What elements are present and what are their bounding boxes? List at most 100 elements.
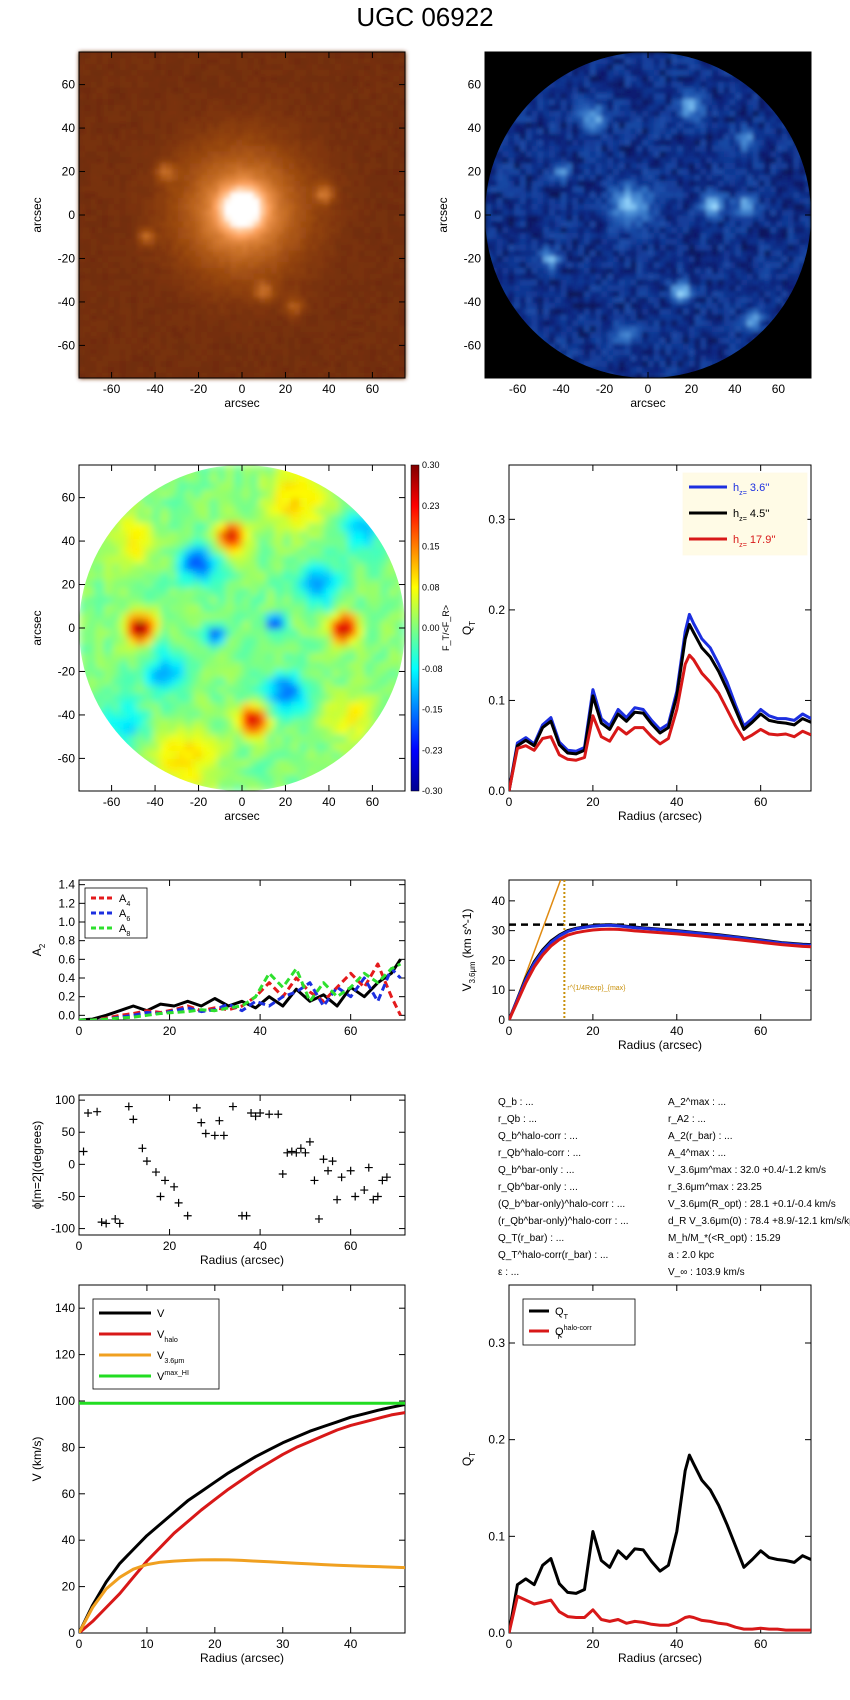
heatmap-cell — [212, 81, 220, 88]
heatmap-cell — [352, 308, 359, 315]
heatmap-cell — [102, 86, 109, 94]
heatmap-cell — [259, 197, 266, 204]
heatmap-cell — [90, 203, 97, 210]
heatmap-cell — [195, 191, 202, 199]
heatmap-cell — [613, 174, 620, 181]
heatmap-cell — [288, 116, 295, 123]
heatmap-cell — [125, 372, 132, 379]
heatmap-cell — [218, 75, 226, 82]
heatmap-cell — [212, 348, 220, 356]
heatmap-cell — [119, 197, 127, 204]
heatmap-cell — [613, 63, 620, 70]
heatmap-cell — [589, 226, 597, 233]
heatmap-cell — [242, 127, 249, 135]
heatmap-cell — [653, 156, 661, 164]
heatmap-cell — [381, 98, 389, 105]
heatmap-cell — [218, 354, 226, 362]
heatmap-cell — [311, 75, 319, 82]
heatmap-cell — [96, 174, 103, 181]
heatmap-cell — [137, 284, 144, 292]
heatmap-cell — [352, 220, 359, 228]
heatmap-cell — [531, 133, 538, 140]
heatmap-cell — [306, 325, 313, 332]
heatmap-cell — [335, 92, 342, 100]
heatmap-cell — [370, 331, 377, 338]
heatmap-cell — [589, 98, 597, 105]
heatmap-cell — [554, 185, 562, 193]
heatmap-cell — [554, 238, 562, 245]
heatmap-cell — [311, 116, 319, 123]
heatmap-cell — [108, 308, 115, 315]
heatmap-cell — [589, 348, 597, 356]
heatmap-cell — [166, 273, 173, 280]
heatmap-cell — [90, 215, 97, 222]
heatmap-cell — [265, 52, 272, 59]
heatmap-cell — [166, 162, 173, 169]
heatmap-cell — [148, 75, 156, 82]
heatmap-cell — [642, 104, 649, 111]
heatmap-cell — [566, 168, 573, 175]
heatmap-cell — [79, 203, 86, 210]
heatmap-cell — [201, 162, 208, 169]
heatmap-cell — [201, 75, 208, 82]
heatmap-cell — [84, 145, 92, 152]
heatmap-cell — [323, 57, 330, 65]
heatmap-cell — [143, 296, 150, 303]
heatmap-cell — [549, 261, 556, 268]
heatmap-cell — [653, 348, 661, 356]
heatmap-cell — [294, 127, 301, 135]
heatmap-cell — [282, 215, 290, 222]
heatmap-cell — [166, 121, 173, 129]
heatmap-cell — [399, 151, 406, 158]
heatmap-cell — [317, 366, 325, 373]
heatmap-cell — [648, 255, 655, 263]
heatmap-cell — [119, 121, 127, 129]
heatmap-cell — [584, 104, 591, 111]
heatmap-cell — [335, 191, 342, 199]
heatmap-cell — [601, 162, 608, 169]
heatmap-cell — [642, 185, 649, 193]
heatmap-cell — [259, 226, 266, 233]
heatmap-cell — [311, 226, 319, 233]
heatmap-cell — [294, 249, 301, 257]
heatmap-cell — [584, 314, 591, 321]
heatmap-cell — [514, 174, 521, 181]
heatmap-cell — [242, 354, 249, 362]
heatmap-cell — [282, 331, 290, 338]
heatmap-cell — [218, 314, 226, 321]
heatmap-cell — [595, 337, 602, 344]
heatmap-cell — [102, 156, 109, 164]
heatmap-cell — [364, 139, 371, 146]
heatmap-cell — [90, 180, 97, 187]
heatmap-cell — [300, 348, 307, 356]
heatmap-cell — [300, 296, 307, 303]
heatmap-cell — [525, 180, 533, 187]
heatmap-cell — [137, 261, 144, 268]
heatmap-cell — [665, 366, 672, 373]
heatmap-cell — [375, 110, 383, 117]
heatmap-cell — [207, 273, 214, 280]
heatmap-cell — [578, 63, 585, 70]
heatmap-cell — [618, 238, 626, 245]
heatmap-cell — [537, 110, 544, 117]
heatmap-cell — [572, 139, 579, 146]
heatmap-cell — [370, 255, 377, 263]
heatmap-cell — [84, 360, 92, 367]
heatmap-cell — [665, 226, 672, 233]
heatmap-cell — [358, 180, 365, 187]
heatmap-cell — [537, 180, 544, 187]
heatmap-cell — [566, 220, 573, 228]
heatmap-cell — [636, 110, 643, 117]
heatmap-cell — [201, 156, 208, 164]
heatmap-cell — [364, 273, 371, 280]
heatmap-cell — [578, 162, 585, 169]
heatmap-cell — [212, 52, 220, 59]
heatmap-cell — [543, 168, 550, 175]
heatmap-cell — [212, 75, 220, 82]
heatmap-cell — [224, 180, 231, 187]
heatmap-cell — [393, 308, 400, 315]
heatmap-cell — [259, 156, 266, 164]
heatmap-cell — [253, 244, 260, 251]
heatmap-cell — [393, 133, 400, 140]
heatmap-cell — [346, 308, 354, 315]
